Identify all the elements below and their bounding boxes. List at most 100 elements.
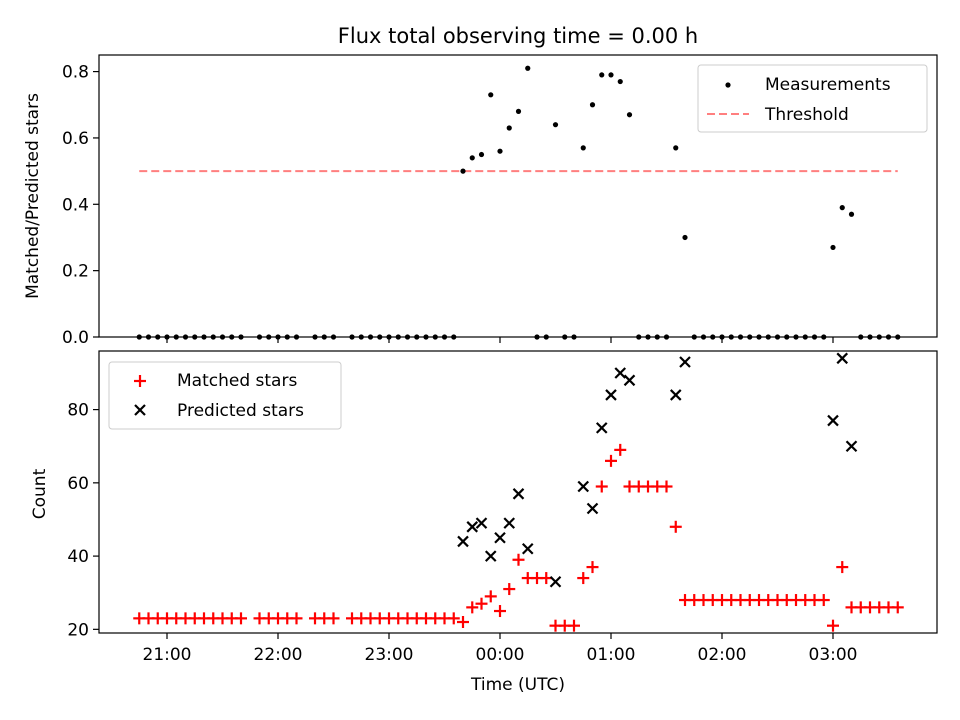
x-tick-label: 03:00 bbox=[809, 645, 858, 665]
predicted-star-point bbox=[512, 488, 525, 500]
matched-star-point bbox=[595, 480, 608, 493]
measurement-point bbox=[460, 168, 466, 174]
bottom-y-axis-label: Count bbox=[30, 468, 50, 519]
bottom-legend-box bbox=[108, 361, 342, 430]
x-tick-label: 21:00 bbox=[143, 645, 192, 665]
matched-star-point bbox=[475, 597, 488, 610]
top-y-tick-label: 0.0 bbox=[62, 328, 89, 348]
top-legend: Measurements Threshold bbox=[697, 64, 928, 133]
predicted-star-point bbox=[623, 374, 636, 387]
predicted-star-point bbox=[475, 517, 488, 529]
matched-star-point bbox=[327, 612, 340, 625]
x-tick-label: 23:00 bbox=[365, 645, 414, 665]
matched-star-point bbox=[586, 561, 599, 574]
predicted-star-point bbox=[827, 414, 839, 427]
predicted-star-point bbox=[549, 575, 562, 588]
bottom-legend: Matched stars Predicted stars bbox=[108, 361, 342, 430]
bottom-y-axis: 20 40 60 80 bbox=[67, 401, 99, 640]
predicted-star-point bbox=[595, 422, 608, 434]
matched-star-point bbox=[484, 590, 497, 603]
predicted-star-point bbox=[577, 480, 590, 493]
legend-label-threshold: Threshold bbox=[764, 105, 849, 125]
predicted-star-point bbox=[586, 502, 599, 515]
measurement-point bbox=[599, 72, 605, 78]
matched-star-point bbox=[540, 572, 553, 585]
measurement-point bbox=[848, 211, 855, 217]
legend-label-matched-stars: Matched stars bbox=[177, 371, 297, 391]
measurement-point bbox=[682, 234, 688, 241]
x-tick-label: 01:00 bbox=[587, 645, 636, 665]
top-y-tick-label: 0.2 bbox=[62, 262, 89, 282]
legend-label-measurements: Measurements bbox=[765, 75, 891, 95]
measurement-point bbox=[589, 102, 596, 108]
matched-star-point bbox=[447, 612, 460, 625]
bottom-y-tick-label: 80 bbox=[67, 401, 89, 421]
matched-star-point bbox=[466, 601, 479, 614]
matched-star-point bbox=[817, 594, 830, 607]
matched-star-point bbox=[577, 572, 590, 585]
bottom-plot-area bbox=[133, 352, 904, 632]
legend-marker-plus bbox=[134, 375, 146, 387]
predicted-star-point bbox=[484, 550, 497, 562]
top-y-tick-label: 0.6 bbox=[62, 129, 89, 149]
top-y-axis: 0.0 0.2 0.4 0.6 0.8 bbox=[62, 63, 99, 348]
predicted-star-point bbox=[845, 440, 858, 452]
predicted-star-point bbox=[521, 542, 534, 555]
x-tick-label: 00:00 bbox=[476, 645, 525, 665]
measurement-point bbox=[839, 205, 845, 211]
legend-marker-x bbox=[134, 404, 146, 416]
matched-star-point bbox=[512, 553, 525, 566]
top-axes-frame bbox=[98, 54, 938, 338]
measurement-point bbox=[525, 65, 531, 71]
measurement-point bbox=[488, 92, 494, 98]
legend-marker-dot bbox=[725, 82, 731, 88]
measurement-point bbox=[608, 72, 614, 78]
predicted-star-point bbox=[669, 389, 682, 401]
matched-star-point bbox=[660, 480, 673, 493]
x-axis-label: Time (UTC) bbox=[470, 675, 565, 695]
x-tick-label: 02:00 bbox=[698, 645, 747, 665]
measurement-point bbox=[617, 78, 623, 85]
matched-star-point bbox=[457, 616, 469, 629]
top-x-axis bbox=[166, 337, 834, 343]
matched-star-point bbox=[494, 605, 506, 618]
bottom-y-tick-label: 40 bbox=[67, 547, 89, 567]
predicted-star-point bbox=[466, 521, 479, 533]
x-tick-label: 22:00 bbox=[254, 645, 303, 665]
measurement-point bbox=[580, 145, 586, 151]
matched-star-point bbox=[827, 619, 839, 632]
matched-star-point bbox=[503, 583, 516, 596]
top-y-axis-label: Matched/Predicted stars bbox=[23, 93, 43, 299]
top-y-tick-label: 0.4 bbox=[62, 195, 89, 215]
measurement-point bbox=[673, 145, 679, 151]
predicted-star-point bbox=[494, 532, 506, 544]
measurement-point bbox=[469, 155, 475, 161]
predicted-star-point bbox=[457, 535, 469, 548]
matched-star-point bbox=[568, 619, 580, 632]
matched-star-point bbox=[836, 561, 849, 574]
predicted-star-point bbox=[614, 367, 627, 379]
measurement-point bbox=[478, 151, 485, 158]
bottom-axes-frame bbox=[98, 350, 938, 634]
top-legend-box bbox=[697, 64, 928, 133]
matched-star-point bbox=[669, 520, 682, 533]
predicted-star-point bbox=[679, 356, 691, 368]
bottom-y-tick-label: 20 bbox=[67, 620, 89, 640]
predicted-star-point bbox=[503, 517, 516, 529]
top-y-tick-label: 0.8 bbox=[62, 63, 89, 83]
measurement-point bbox=[552, 122, 559, 128]
predicted-star-point bbox=[836, 352, 849, 365]
measurement-point bbox=[626, 112, 633, 118]
matched-star-point bbox=[605, 454, 617, 467]
matched-star-point bbox=[290, 612, 303, 625]
bottom-x-axis: 21:00 22:00 23:00 00:00 01:00 02:00 03:00 bbox=[143, 633, 858, 665]
chart-title: Flux total observing time = 0.00 h bbox=[338, 24, 698, 48]
measurement-point bbox=[515, 108, 522, 114]
legend-label-predicted-stars: Predicted stars bbox=[177, 401, 304, 421]
predicted-star-point bbox=[605, 389, 617, 401]
measurement-point bbox=[506, 125, 512, 131]
matched-star-point bbox=[891, 601, 904, 614]
measurement-point bbox=[497, 148, 503, 154]
matched-star-point bbox=[235, 612, 247, 625]
